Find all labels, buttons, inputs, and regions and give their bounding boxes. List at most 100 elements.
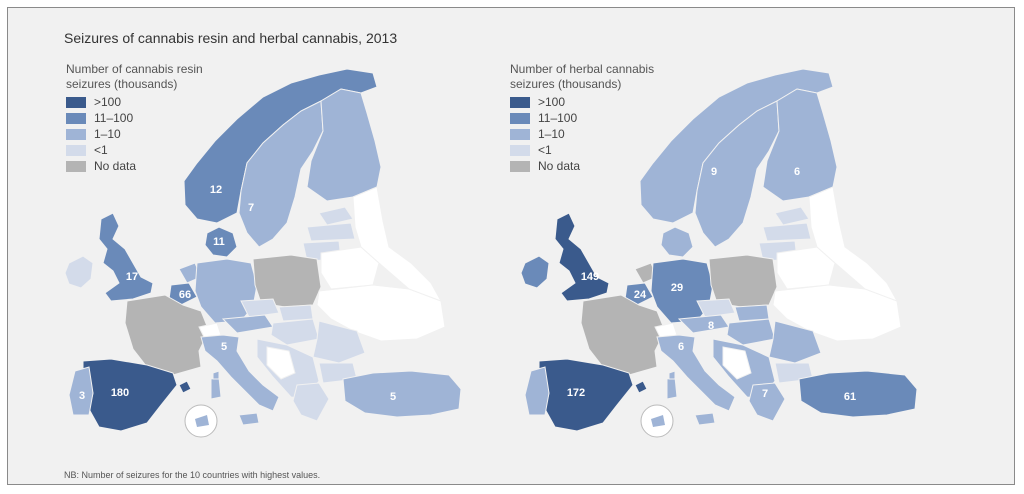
- resin-legend-title: Number of cannabis resin seizures (thous…: [66, 62, 246, 92]
- country-latvia: [306, 222, 356, 242]
- inset-island: [651, 415, 665, 427]
- legend-label: No data: [538, 159, 581, 173]
- country-ireland: [64, 255, 94, 289]
- country-portugal: [68, 366, 94, 416]
- inset-island: [195, 415, 209, 427]
- resin-value-labels: 180 17 12 11 7 66 5 5 3: [79, 184, 396, 403]
- value-label-italy: 6: [678, 341, 684, 353]
- herbal-legend: >100 11–100 1–10 <1 No data: [510, 94, 580, 174]
- country-italy: [656, 334, 736, 412]
- country-sweden: [694, 100, 780, 248]
- legend-swatch: [66, 96, 86, 108]
- country-slovakia: [734, 304, 770, 322]
- herbal-legend-title: Number of herbal cannabis seizures (thou…: [510, 62, 690, 92]
- value-label-united-kingdom: 17: [126, 271, 138, 283]
- value-label-united-kingdom: 149: [581, 271, 599, 283]
- figure-title: Seizures of cannabis resin and herbal ca…: [64, 30, 398, 46]
- legend-label: No data: [94, 159, 137, 173]
- value-label-norway: 12: [210, 184, 222, 196]
- legend-item: 11–100: [66, 110, 136, 126]
- legend-swatch: [510, 128, 530, 140]
- legend-label: 1–10: [94, 127, 121, 141]
- country-estonia: [318, 206, 354, 226]
- country-denmark: [204, 226, 238, 258]
- country-poland: [708, 254, 778, 308]
- value-label-spain: 180: [111, 387, 129, 399]
- country-finland: [762, 88, 838, 202]
- country-sicily: [238, 412, 260, 426]
- country-balkans-west: [266, 346, 296, 380]
- country-united-kingdom: [98, 212, 154, 302]
- country-greece: [748, 382, 786, 422]
- value-label-belgium: 24: [634, 289, 647, 301]
- country-belgium: [168, 282, 198, 306]
- resin-legend-title-line2: seizures (thousands): [66, 77, 178, 91]
- country-portugal: [524, 366, 550, 416]
- value-label-turkey: 5: [390, 391, 396, 403]
- country-poland: [252, 254, 322, 308]
- legend-item: >100: [66, 94, 136, 110]
- country-balkans-west: [722, 346, 752, 380]
- legend-item: No data: [66, 158, 136, 174]
- resin-map: 180 17 12 11 7 66 5 5 3: [64, 68, 462, 438]
- country-france: [124, 294, 210, 376]
- resin-legend: >100 11–100 1–10 <1 No data: [66, 94, 136, 174]
- value-label-greece: 7: [762, 388, 768, 400]
- legend-item: <1: [510, 142, 580, 158]
- legend-item: 11–100: [510, 110, 580, 126]
- country-ireland: [520, 255, 550, 289]
- legend-swatch: [510, 96, 530, 108]
- legend-swatch: [66, 112, 86, 124]
- country-hungary: [270, 318, 320, 346]
- country-denmark: [660, 226, 694, 258]
- island-balearic: [178, 380, 192, 394]
- herbal-legend-title-line1: Number of herbal cannabis: [510, 62, 655, 76]
- legend-item: <1: [66, 142, 136, 158]
- legend-swatch: [510, 144, 530, 156]
- legend-swatch: [66, 160, 86, 172]
- country-ukraine: [316, 284, 446, 342]
- legend-swatch: [66, 128, 86, 140]
- legend-swatch: [510, 160, 530, 172]
- island-malta: [668, 370, 676, 380]
- legend-label: 1–10: [538, 127, 565, 141]
- country-czechia: [240, 298, 280, 318]
- country-russia-west: [808, 186, 899, 302]
- value-label-spain: 172: [567, 387, 585, 399]
- legend-item: 1–10: [66, 126, 136, 142]
- value-label-sweden: 7: [248, 202, 254, 214]
- herbal-map: 172 149 61 29 24 9 8 7 6 6: [520, 68, 918, 438]
- value-label-portugal: 3: [79, 390, 85, 402]
- country-sweden: [238, 100, 324, 248]
- country-italy: [200, 334, 280, 412]
- value-label-denmark: 11: [213, 236, 225, 248]
- value-label-germany: 29: [671, 282, 683, 294]
- country-united-kingdom: [554, 212, 610, 302]
- legend-label: <1: [538, 143, 552, 157]
- legend-item: 1–10: [510, 126, 580, 142]
- legend-swatch: [66, 144, 86, 156]
- country-estonia: [774, 206, 810, 226]
- value-label-sweden: 9: [711, 166, 717, 178]
- country-belgium: [624, 282, 654, 306]
- island-balearic: [634, 380, 648, 394]
- country-latvia: [762, 222, 812, 242]
- country-russia-west: [352, 186, 443, 302]
- value-label-belgium: 66: [179, 289, 191, 301]
- country-finland: [306, 88, 382, 202]
- figure-frame: Seizures of cannabis resin and herbal ca…: [7, 7, 1015, 485]
- country-czechia: [696, 298, 736, 318]
- legend-item: >100: [510, 94, 580, 110]
- country-turkey: [798, 370, 918, 418]
- legend-swatch: [510, 112, 530, 124]
- legend-label: >100: [94, 95, 122, 109]
- island-malta: [212, 370, 220, 380]
- herbal-value-labels: 172 149 61 29 24 9 8 7 6 6: [567, 166, 856, 403]
- country-hungary: [726, 318, 776, 346]
- value-label-turkey: 61: [844, 391, 856, 403]
- legend-label: 11–100: [538, 111, 578, 125]
- country-ukraine: [772, 284, 902, 342]
- legend-label: <1: [94, 143, 108, 157]
- legend-label: 11–100: [94, 111, 134, 125]
- value-label-finland: 6: [794, 166, 800, 178]
